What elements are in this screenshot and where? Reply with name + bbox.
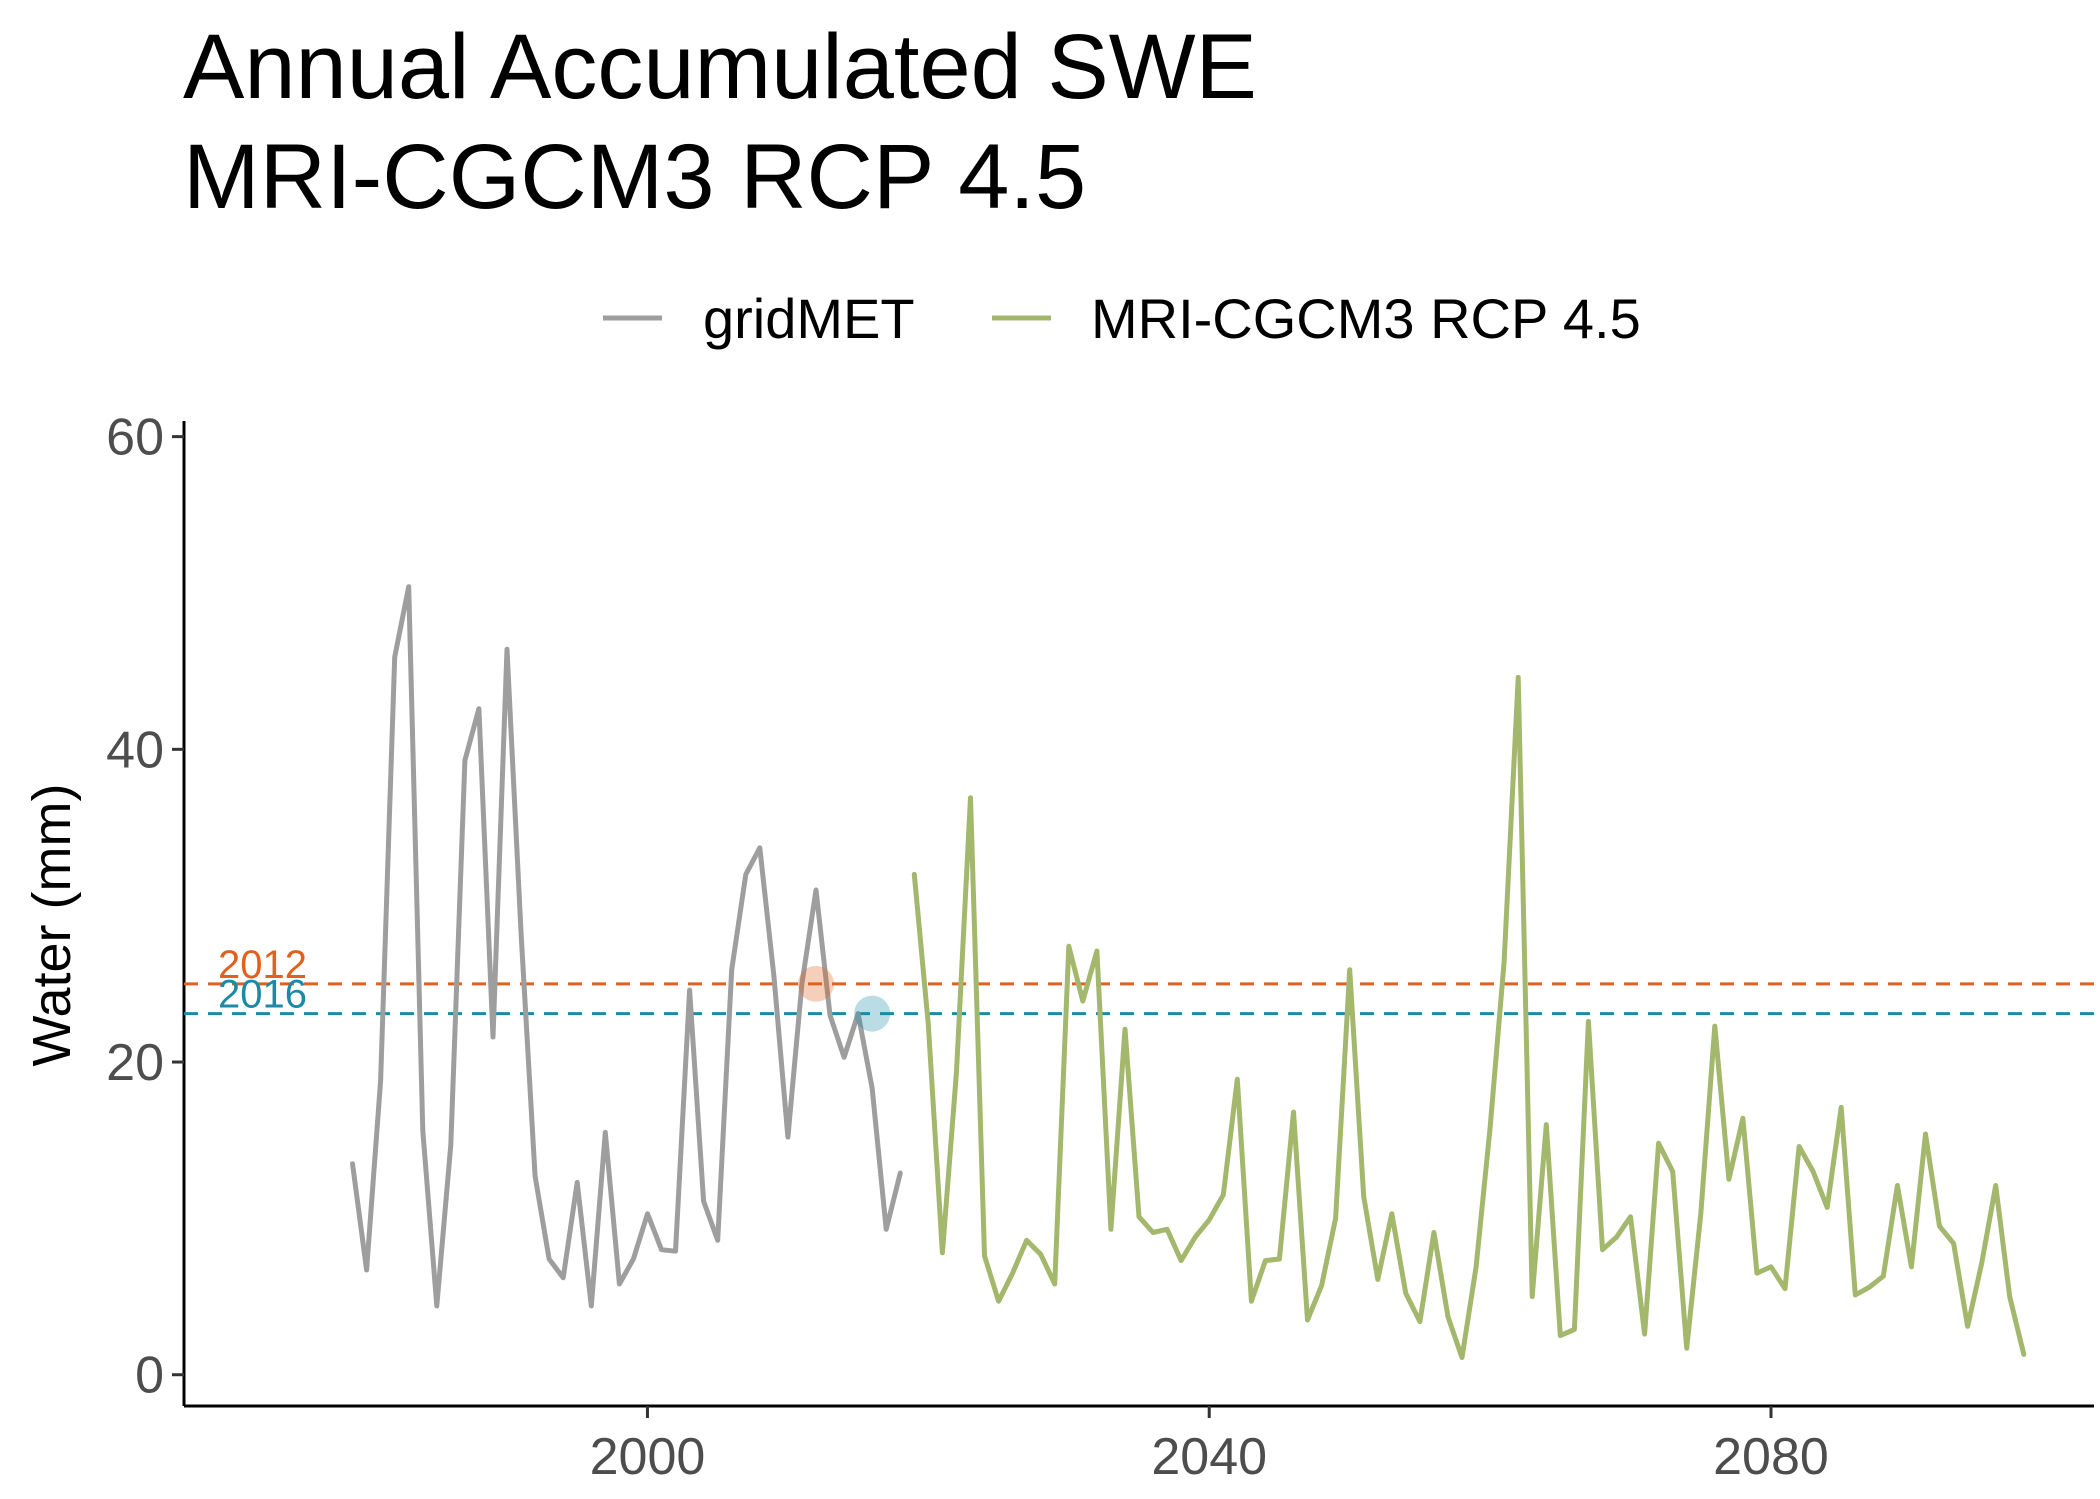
reference-label-2016: 2016 <box>218 973 307 1017</box>
x-tick-label-2080: 2080 <box>1713 1428 1829 1486</box>
reference-label-2012: 2012 <box>218 943 307 987</box>
reference-marker-2016 <box>854 995 891 1032</box>
reference-marker-2012 <box>797 965 834 1002</box>
legend-label-gridmet: gridMET <box>703 287 915 350</box>
x-tick-label-2000: 2000 <box>590 1428 706 1486</box>
y-tick-label-60: 60 <box>106 409 164 467</box>
legend-label-mri-cgcm3: MRI-CGCM3 RCP 4.5 <box>1091 287 1641 350</box>
y-tick-label-0: 0 <box>135 1347 164 1405</box>
y-tick-label-40: 40 <box>106 721 164 779</box>
y-tick-label-20: 20 <box>106 1034 164 1092</box>
series-line-mri-cgcm3 <box>911 674 2027 1360</box>
chart-title-line-1: Annual Accumulated SWE <box>183 16 1257 118</box>
chart-title-line-2: MRI-CGCM3 RCP 4.5 <box>183 126 1086 228</box>
series-line-gridmet <box>350 584 903 1309</box>
y-axis-title: Water (mm) <box>22 784 82 1067</box>
legend: gridMET MRI-CGCM3 RCP 4.5 <box>603 287 1641 350</box>
x-tick-label-2040: 2040 <box>1151 1428 1267 1486</box>
